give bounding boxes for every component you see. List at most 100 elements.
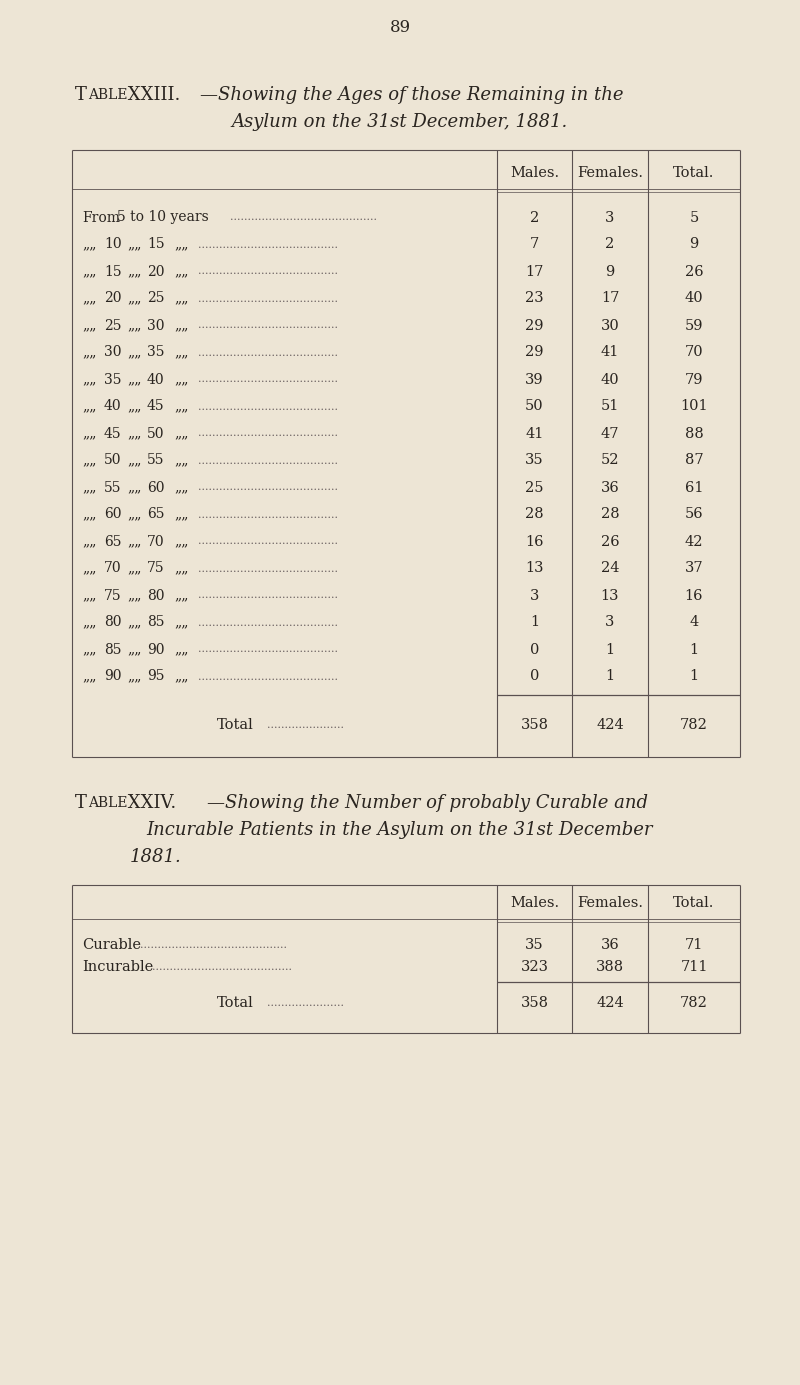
Text: „„: „„: [127, 453, 142, 468]
Text: 23: 23: [525, 291, 544, 306]
Text: 80: 80: [104, 615, 122, 630]
Text: 1: 1: [690, 643, 698, 656]
Text: —Showing the Ages of those Remaining in the: —Showing the Ages of those Remaining in …: [200, 86, 623, 104]
Text: „„: „„: [174, 589, 189, 602]
Text: 36: 36: [601, 481, 619, 494]
Text: 88: 88: [685, 427, 703, 440]
Text: „„: „„: [174, 481, 189, 494]
Text: „„: „„: [174, 561, 189, 576]
Text: „„: „„: [127, 319, 142, 332]
Text: „„: „„: [174, 669, 189, 684]
Text: „„: „„: [174, 507, 189, 522]
Text: „„: „„: [174, 399, 189, 414]
Text: „„: „„: [174, 319, 189, 332]
Text: 782: 782: [680, 996, 708, 1010]
Text: Total: Total: [217, 717, 254, 733]
Text: „„: „„: [82, 669, 97, 684]
Text: 40: 40: [147, 373, 165, 386]
Text: 28: 28: [601, 507, 619, 522]
Text: „„: „„: [127, 237, 142, 252]
Text: 70: 70: [147, 535, 165, 548]
Text: ........................................: ........................................: [198, 294, 338, 303]
Text: 87: 87: [685, 453, 703, 468]
Text: 70: 70: [685, 345, 703, 360]
Text: „„: „„: [127, 481, 142, 494]
Text: „„: „„: [82, 615, 97, 630]
Text: „„: „„: [127, 427, 142, 440]
Text: From: From: [82, 211, 120, 224]
Text: „„: „„: [174, 237, 189, 252]
Text: 85: 85: [104, 643, 122, 656]
Text: Incurable: Incurable: [82, 960, 154, 974]
Text: „„: „„: [174, 535, 189, 548]
Text: 10: 10: [104, 237, 122, 252]
Text: 40: 40: [685, 291, 703, 306]
Text: T: T: [75, 794, 87, 812]
Text: 79: 79: [685, 373, 703, 386]
Text: 7: 7: [530, 237, 539, 252]
Text: „„: „„: [174, 345, 189, 360]
Text: 45: 45: [147, 399, 165, 414]
Text: 15: 15: [147, 237, 165, 252]
Text: 39: 39: [525, 373, 544, 386]
Text: 55: 55: [104, 481, 122, 494]
Text: ......................: ......................: [267, 720, 344, 730]
Text: 3: 3: [530, 589, 539, 602]
Text: 1: 1: [606, 669, 614, 684]
Text: ........................................: ........................................: [198, 618, 338, 627]
Text: „„: „„: [82, 643, 97, 656]
Text: 60: 60: [147, 481, 165, 494]
Text: 4: 4: [690, 615, 698, 630]
Text: 30: 30: [147, 319, 165, 332]
Text: „„: „„: [127, 291, 142, 306]
Text: 59: 59: [685, 319, 703, 332]
Text: ........................................: ........................................: [198, 672, 338, 681]
Text: 90: 90: [104, 669, 122, 684]
Text: 5: 5: [690, 211, 698, 224]
Text: 65: 65: [147, 507, 165, 522]
Text: 41: 41: [526, 427, 544, 440]
Text: „„: „„: [127, 399, 142, 414]
Text: Males.: Males.: [510, 166, 559, 180]
Text: 711: 711: [680, 960, 708, 974]
Text: 358: 358: [521, 717, 549, 733]
Text: 1: 1: [690, 669, 698, 684]
Text: „„: „„: [127, 669, 142, 684]
Text: Asylum on the 31st December, 1881.: Asylum on the 31st December, 1881.: [232, 114, 568, 132]
Text: XXIV.: XXIV.: [122, 794, 176, 812]
Text: Total.: Total.: [674, 166, 714, 180]
Text: 3: 3: [606, 615, 614, 630]
Text: 30: 30: [104, 345, 122, 360]
Text: Incurable Patients in the Asylum on the 31st December: Incurable Patients in the Asylum on the …: [146, 821, 654, 839]
Text: ........................................: ........................................: [198, 456, 338, 465]
Text: —Showing the Number of probably Curable and: —Showing the Number of probably Curable …: [207, 794, 648, 812]
Text: 40: 40: [601, 373, 619, 386]
Text: 1881.: 1881.: [130, 848, 182, 866]
Text: 50: 50: [104, 453, 122, 468]
Text: 50: 50: [147, 427, 165, 440]
Text: „„: „„: [127, 615, 142, 630]
Text: „„: „„: [82, 453, 97, 468]
Text: 95: 95: [147, 669, 165, 684]
Text: „„: „„: [127, 265, 142, 278]
Text: 40: 40: [104, 399, 122, 414]
Text: 35: 35: [525, 938, 544, 951]
Text: „„: „„: [127, 345, 142, 360]
Text: 85: 85: [147, 615, 165, 630]
Text: 28: 28: [525, 507, 544, 522]
Text: Females.: Females.: [577, 896, 643, 910]
Text: „„: „„: [82, 345, 97, 360]
Text: 26: 26: [601, 535, 619, 548]
Text: 17: 17: [526, 265, 544, 278]
Text: 71: 71: [685, 938, 703, 951]
Text: ........................................: ........................................: [198, 644, 338, 655]
Text: „„: „„: [174, 291, 189, 306]
Text: 35: 35: [525, 453, 544, 468]
Text: ..........................................: ........................................…: [230, 212, 377, 223]
Text: „„: „„: [127, 589, 142, 602]
Text: „„: „„: [174, 615, 189, 630]
Text: „„: „„: [82, 589, 97, 602]
Text: ........................................: ........................................: [198, 402, 338, 411]
Text: 36: 36: [601, 938, 619, 951]
Text: 323: 323: [521, 960, 549, 974]
